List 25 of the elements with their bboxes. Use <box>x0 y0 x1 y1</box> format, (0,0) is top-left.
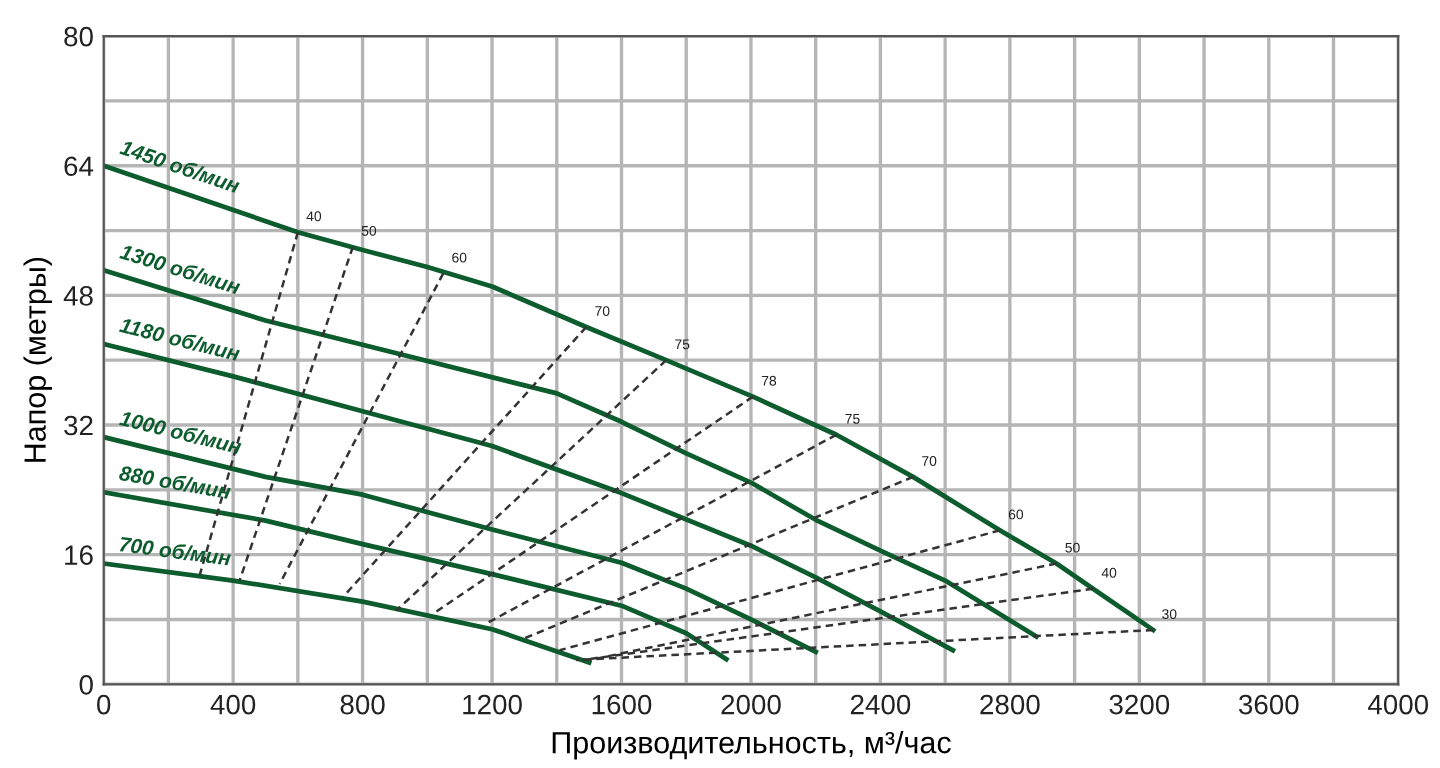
y-tick-label: 16 <box>65 545 93 565</box>
y-tick-label: 80 <box>64 26 93 47</box>
x-tick-label: 3600 <box>1238 694 1299 715</box>
x-tick-label: 2400 <box>850 694 911 715</box>
y-tick-label: 32 <box>64 415 93 436</box>
x-tick-label: 800 <box>340 694 385 715</box>
x-tick-label: 0 <box>97 694 111 715</box>
text: 1180 об/мин <box>118 316 241 362</box>
x-tick-label: 3200 <box>1109 694 1170 715</box>
text: 1000 об/мин <box>118 409 243 455</box>
x-tick-label: 2000 <box>721 694 781 715</box>
text: 1300 об/мин <box>119 243 242 295</box>
x-tick-label: 4000 <box>1367 694 1429 715</box>
text: 880 об/мин <box>118 464 232 500</box>
y-axis-title: Напор (метры) <box>23 257 52 462</box>
text: 700 об/мин <box>119 535 232 566</box>
x-tick-label: 1600 <box>592 694 652 715</box>
y-tick-label: 64 <box>64 156 94 177</box>
x-tick-label: 1200 <box>463 694 522 715</box>
x-tick-label: 2800 <box>980 694 1040 715</box>
y-tick-label: 0 <box>79 674 93 695</box>
x-axis-title: Производительность, м³/час <box>552 731 951 760</box>
y-tick-label: 48 <box>63 286 93 306</box>
x-tick-label: 400 <box>210 694 256 715</box>
text: 1450 об/мин <box>119 138 242 194</box>
